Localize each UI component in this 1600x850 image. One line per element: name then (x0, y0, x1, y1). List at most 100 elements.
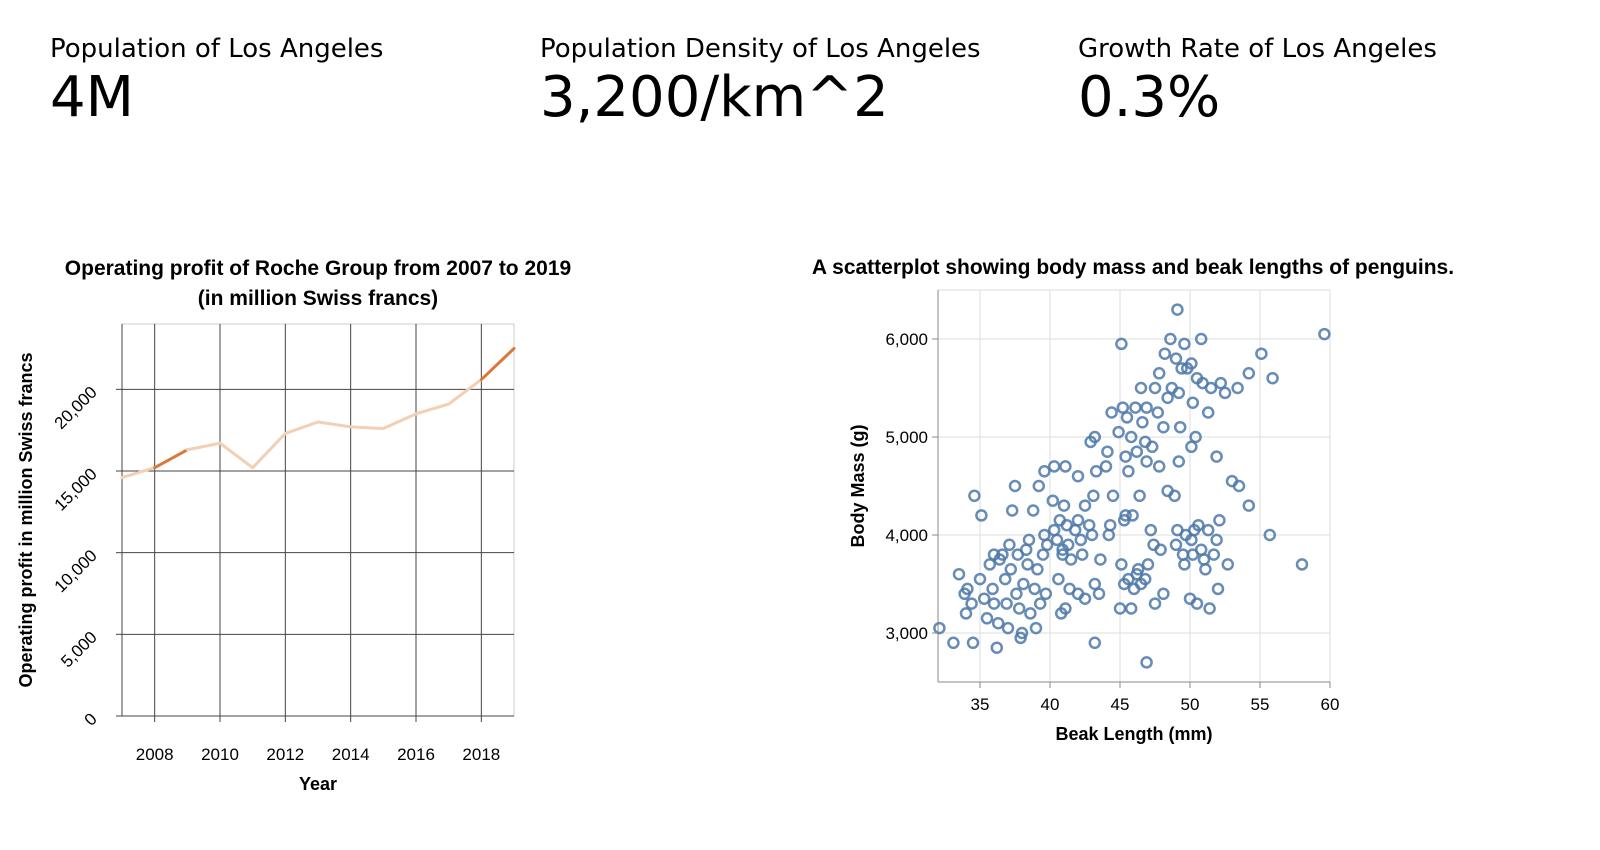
scatter-point (1076, 535, 1086, 545)
scatter-point (1119, 515, 1129, 525)
line-segment (220, 443, 253, 468)
x-tick-label: 2018 (462, 745, 500, 764)
scatter-point (1070, 525, 1080, 535)
scatter-point (1080, 594, 1090, 604)
scatter-point (1146, 525, 1156, 535)
scatter-point (1034, 481, 1044, 491)
scatter-point (1154, 368, 1164, 378)
scatter-point (1205, 604, 1215, 614)
scatter-point (1136, 383, 1146, 393)
grid (122, 324, 514, 716)
scatter-point (1002, 599, 1012, 609)
scatter-point (1177, 363, 1187, 373)
x-axis-ticks: 2008 2010 2012 2014 2016 2018 (136, 716, 500, 764)
scatter-point (948, 638, 958, 648)
scatter-point (1031, 623, 1041, 633)
scatter-point (1196, 545, 1206, 555)
scatter-point (1123, 574, 1133, 584)
scatter-point (1011, 589, 1021, 599)
kpi-value: 0.3% (1078, 66, 1437, 130)
scatter-point (1150, 383, 1160, 393)
scatter-point (1160, 349, 1170, 359)
scatter-point (1095, 555, 1105, 565)
scatter-point (1090, 638, 1100, 648)
scatter-point (1268, 373, 1278, 383)
x-tick-label: 2016 (397, 745, 435, 764)
scatter-point (1059, 501, 1069, 511)
x-tick-label: 45 (1111, 695, 1130, 714)
plot-frame (122, 324, 514, 716)
scatter-point (1090, 432, 1100, 442)
scatter-point (1073, 515, 1083, 525)
scatter-point (1178, 550, 1188, 560)
scatter-point (1007, 506, 1017, 516)
scatter-point (1101, 461, 1111, 471)
line-segment (351, 427, 384, 429)
line-segment (383, 414, 416, 429)
scatter-point (1128, 510, 1138, 520)
scatter-point (1172, 305, 1182, 315)
scatter-point (1132, 569, 1142, 579)
scatter-point (1028, 506, 1038, 516)
scatter-point (997, 550, 1007, 560)
scatter-point (1135, 491, 1145, 501)
x-tick-label: 50 (1181, 695, 1200, 714)
scatter-point (993, 618, 1003, 628)
x-tick-label: 2010 (201, 745, 239, 764)
line-chart: Operating profit of Roche Group from 200… (0, 0, 660, 850)
scatter-point (976, 510, 986, 520)
scatter-point (1142, 457, 1152, 467)
scatter-point (961, 608, 971, 618)
scatter-point (1172, 525, 1182, 535)
scatter-point (1130, 403, 1140, 413)
line-segment (318, 422, 351, 427)
y-tick-label: 3,000 (885, 624, 928, 643)
scatter-point (1193, 520, 1203, 530)
scatter-point (1073, 471, 1083, 481)
kpi-label: Growth Rate of Los Angeles (1078, 32, 1437, 66)
scatter-point (1014, 604, 1024, 614)
scatter-point (1010, 481, 1020, 491)
scatter-point (1156, 545, 1166, 555)
scatter-point (1206, 383, 1216, 393)
scatter-point (1192, 599, 1202, 609)
scatter-point (1024, 535, 1034, 545)
y-tick-label: 5,000 (885, 428, 928, 447)
scatter-point (1203, 525, 1213, 535)
scatter-point (1000, 574, 1010, 584)
x-tick-label: 35 (971, 695, 990, 714)
scatter-point (1049, 461, 1059, 471)
y-tick-label: 0 (81, 709, 101, 729)
scatter-point (1123, 466, 1133, 476)
scatter-point (995, 555, 1005, 565)
scatter-point (1163, 486, 1173, 496)
scatter-point (1041, 589, 1051, 599)
scatter-point (1006, 564, 1016, 574)
scatter-point (1013, 550, 1023, 560)
scatter-point (1143, 559, 1153, 569)
scatter-point (1167, 383, 1177, 393)
grid (938, 290, 1330, 682)
scatter-point (1017, 628, 1027, 638)
scatter-point (1121, 510, 1131, 520)
scatter-point (1073, 589, 1083, 599)
scatter-point (1140, 437, 1150, 447)
scatter-point (1149, 540, 1159, 550)
scatter-point (1179, 339, 1189, 349)
line-segment (285, 422, 318, 433)
scatter-point (1233, 383, 1243, 393)
scatter-point (992, 643, 1002, 653)
x-axis-title: Beak Length (mm) (1055, 724, 1212, 744)
scatter-point (1088, 491, 1098, 501)
scatter-point (1114, 427, 1124, 437)
scatter-point (1032, 564, 1042, 574)
scatter-point (1119, 579, 1129, 589)
scatter-point (934, 623, 944, 633)
scatter-point (1066, 555, 1076, 565)
scatter-point (1060, 604, 1070, 614)
scatter-point (1181, 530, 1191, 540)
scatter-point (1244, 501, 1254, 511)
scatter-point (1105, 520, 1115, 530)
scatter-point (1174, 388, 1184, 398)
line-segment-highlighted (155, 450, 188, 468)
